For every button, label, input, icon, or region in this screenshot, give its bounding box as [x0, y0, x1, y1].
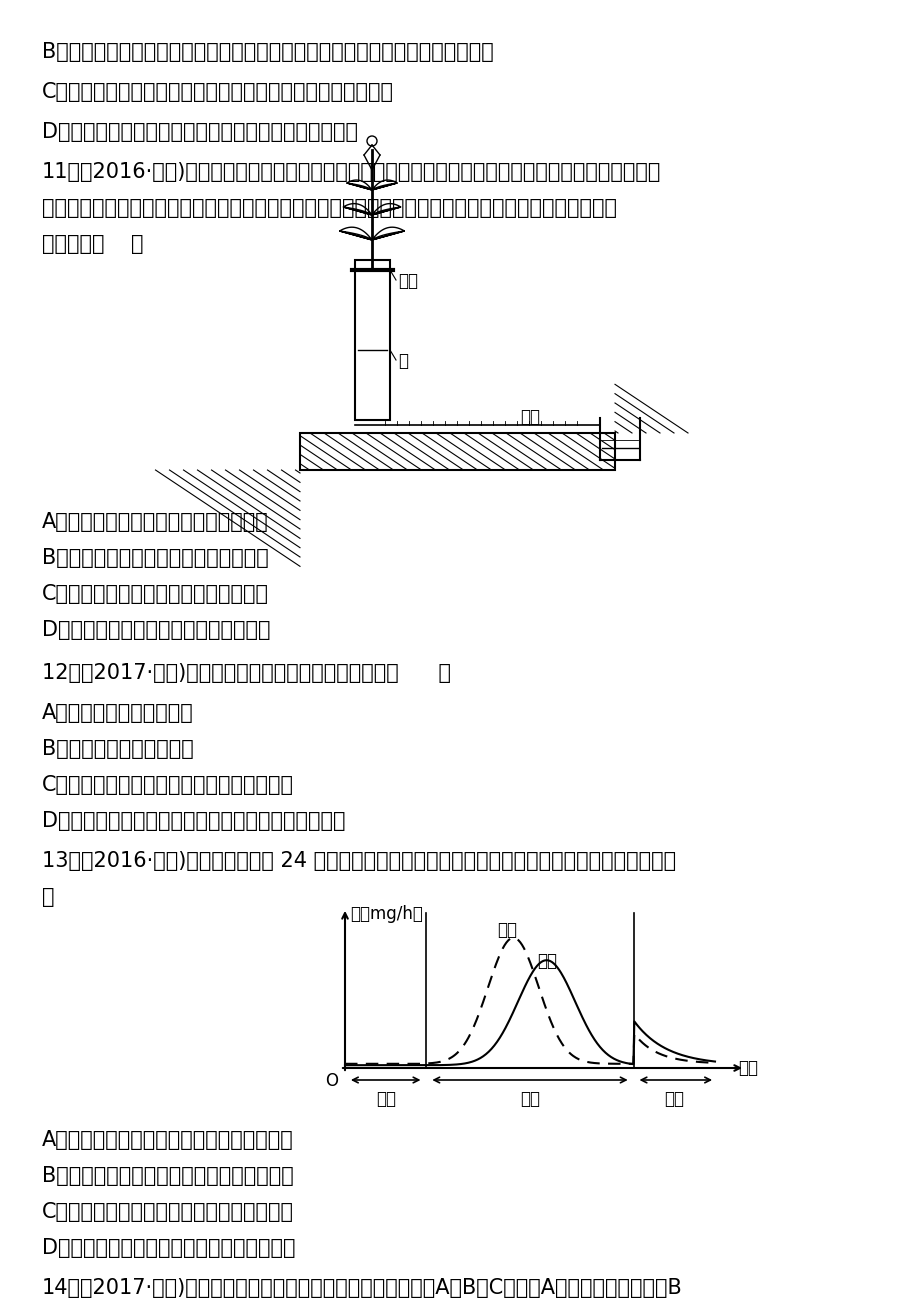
Text: 水（mg/h）: 水（mg/h）	[349, 905, 423, 923]
Text: 光照: 光照	[519, 1090, 539, 1108]
Text: B．叶片由叶肉和叶脉组成: B．叶片由叶肉和叶脉组成	[42, 740, 194, 759]
Text: B．呼吸作用产生的水量，气泡向右移动: B．呼吸作用产生的水量，气泡向右移动	[42, 548, 268, 568]
Text: A．叶片表皮属于营养组织: A．叶片表皮属于营养组织	[42, 703, 194, 723]
Text: C．叶肉细胞中含有叶绿体，能进行光合作用: C．叶肉细胞中含有叶绿体，能进行光合作用	[42, 775, 294, 796]
Text: D．在光下，蒸腾作用速率总是大于吸收速率: D．在光下，蒸腾作用速率总是大于吸收速率	[42, 1238, 295, 1258]
Text: 黑暗: 黑暗	[664, 1090, 684, 1108]
Text: 主要表示（    ）: 主要表示（ ）	[42, 234, 143, 254]
Text: 气泡: 气泡	[519, 408, 539, 426]
Text: 置放于阳光下，观察气泡的移动，根据标尺计算出气泡移动位置，进而计算出水分变化的数量，这一数量: 置放于阳光下，观察气泡的移动，根据标尺计算出气泡移动位置，进而计算出水分变化的数…	[42, 198, 617, 217]
Polygon shape	[300, 434, 614, 470]
Text: A．光合作用消耗的水量，气泡向左移动: A．光合作用消耗的水量，气泡向左移动	[42, 512, 268, 533]
Text: 蒸腾: 蒸腾	[496, 922, 516, 939]
Text: 时间: 时间	[737, 1059, 757, 1077]
Text: 塞子: 塞子	[398, 272, 417, 290]
Text: ）: ）	[42, 887, 54, 907]
Text: 12．（2017·德州)下列关于叶片结构的叙述，正确的是（      ）: 12．（2017·德州)下列关于叶片结构的叙述，正确的是（ ）	[42, 663, 450, 684]
Text: B．在暗处，蒸腾作用速率总是大于吸收速率: B．在暗处，蒸腾作用速率总是大于吸收速率	[42, 1167, 293, 1186]
Text: O: O	[325, 1072, 338, 1090]
Text: 11．（2016·泰安)如图为测定蒸腾作用的简易装置。整个装置密封且充满水，管中留有一个气泡。将此装: 11．（2016·泰安)如图为测定蒸腾作用的简易装置。整个装置密封且充满水，管中…	[42, 161, 661, 182]
Text: C．蒸腾作用散失的水量，气泡向左移动: C．蒸腾作用散失的水量，气泡向左移动	[42, 585, 268, 604]
Text: 黑暗: 黑暗	[375, 1090, 395, 1108]
Text: D．蒸腾作用的强弱受光照强度、湿度等环境因素的影响: D．蒸腾作用的强弱受光照强度、湿度等环境因素的影响	[42, 122, 357, 142]
Text: B．移栽植物时去掉部分枝叶、遮阳和选择阴雨天，能降低蒸腾作用，提高成活率: B．移栽植物时去掉部分枝叶、遮阳和选择阴雨天，能降低蒸腾作用，提高成活率	[42, 42, 494, 62]
Text: 水: 水	[398, 352, 407, 370]
Text: A．在暗处，吸收速率总是大于蒸腾作用速率: A．在暗处，吸收速率总是大于蒸腾作用速率	[42, 1130, 293, 1150]
Text: D．叶片表皮上有气孔，白天全部开放，夜晚全部关闭: D．叶片表皮上有气孔，白天全部开放，夜晚全部关闭	[42, 811, 346, 831]
Text: 13．（2016·新疆)如图表示向日葵 24 小时内水分吸收和蒸腾作用速率，据图推断下列哪一项是正确的（: 13．（2016·新疆)如图表示向日葵 24 小时内水分吸收和蒸腾作用速率，据图…	[42, 852, 675, 871]
Text: C．在光下，吸收速率总是大于蒸腾作用速率: C．在光下，吸收速率总是大于蒸腾作用速率	[42, 1202, 294, 1223]
Text: D．蒸腾作用散失的水量，气泡向右移动: D．蒸腾作用散失的水量，气泡向右移动	[42, 620, 270, 641]
Text: 吸收: 吸收	[537, 952, 557, 970]
Text: 14．（2017·益阳)取同一植株相同大小的三个枝条，分别标记为A、B、C。枝条A保留全部叶片，枝条B: 14．（2017·益阳)取同一植株相同大小的三个枝条，分别标记为A、B、C。枝条…	[42, 1279, 682, 1298]
Text: C．干旱地区植物的叶片往往较小，这反映了生物对环境的适应: C．干旱地区植物的叶片往往较小，这反映了生物对环境的适应	[42, 82, 393, 102]
